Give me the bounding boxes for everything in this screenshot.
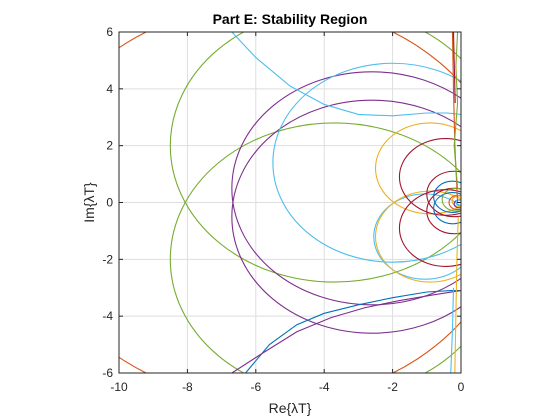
stability-curve-23 — [451, 32, 459, 203]
y-axis-label: Im{λT} — [81, 182, 97, 223]
stability-curve-27 — [453, 32, 459, 189]
stability-curve-4 — [231, 99, 461, 334]
stability-curve-26 — [450, 287, 455, 373]
x-tick-label: -8 — [182, 380, 193, 394]
stability-curve-22 — [231, 290, 461, 373]
stability-curve-11 — [426, 170, 461, 218]
x-tick-label: 0 — [458, 380, 465, 394]
y-tick-label: 0 — [106, 196, 113, 210]
curves — [119, 32, 461, 373]
stability-curve-13 — [433, 180, 461, 213]
stability-curve-7 — [374, 122, 461, 215]
x-tick-label: -2 — [387, 380, 398, 394]
grid — [118, 31, 462, 374]
x-tick-label: -10 — [110, 380, 128, 394]
chart-title: Part E: Stability Region — [213, 11, 368, 27]
stability-curve-24 — [452, 32, 456, 104]
stability-curve-14 — [433, 192, 461, 225]
stability-curve-15 — [441, 187, 461, 212]
stability-curve-17 — [451, 195, 461, 207]
stability-curve-1 — [169, 32, 461, 283]
x-axis-label: Re{λT} — [269, 400, 312, 416]
stability-curve-5 — [272, 62, 461, 263]
stability-curve-3 — [231, 71, 461, 306]
x-tick-label: -4 — [319, 380, 330, 394]
stability-curve-19 — [455, 199, 461, 206]
stability-curve-20 — [231, 32, 461, 117]
y-tick-label: 6 — [106, 25, 113, 39]
x-tick-label: -6 — [250, 380, 261, 394]
stability-curve-2 — [169, 122, 461, 373]
y-tick-label: -2 — [102, 252, 113, 266]
ticks: -10 -8 -6 -4 -2 0 -6 -4 -2 0 2 4 6 — [102, 25, 464, 394]
y-tick-label: -6 — [102, 366, 113, 380]
stability-curve-25 — [454, 216, 459, 373]
y-tick-label: 4 — [106, 82, 113, 96]
stability-curve-8 — [374, 190, 461, 283]
stability-curve-21 — [245, 290, 461, 373]
y-tick-label: -4 — [102, 309, 113, 323]
y-tick-label: 2 — [106, 139, 113, 153]
